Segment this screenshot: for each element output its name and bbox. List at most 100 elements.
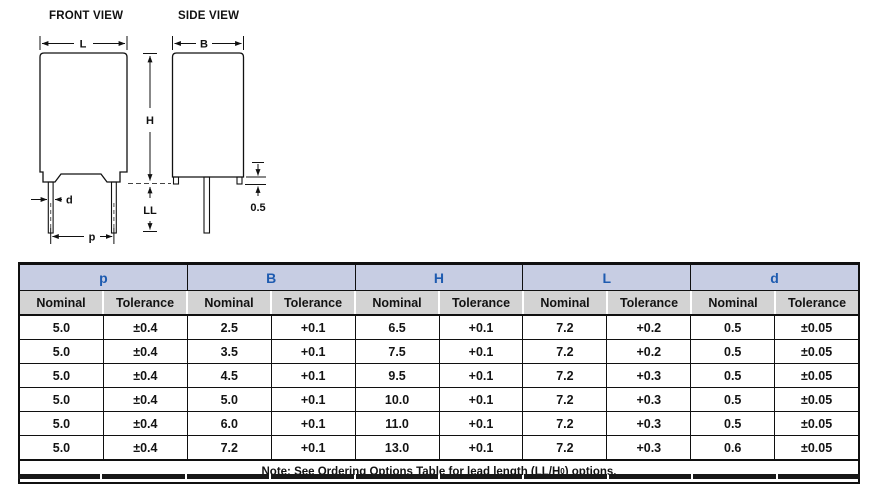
table-row: 5.0 ±0.4 2.5 +0.1 6.5 +0.1 7.2 +0.2 0.5 … [20,316,858,340]
table-cell: ±0.4 [102,436,187,459]
table-cell: +0.3 [606,412,690,435]
dim-H-LL-group [143,53,157,232]
subheader-cell: Nominal [36,295,86,310]
table-cell: 7.2 [522,412,606,435]
dim-standoff-group [245,162,266,196]
subheader-cell: Tolerance [438,291,522,314]
table-cell: ±0.05 [774,316,858,339]
side-foot-right [236,176,243,185]
table-bottom-edge [18,474,861,479]
table-cell: 13.0 [354,436,439,459]
table-cell: 9.5 [354,364,439,387]
subheader-cell: Nominal [522,291,606,314]
table-row: 5.0 ±0.4 6.0 +0.1 11.0 +0.1 7.2 +0.3 0.5… [20,412,858,436]
table-cell: 10.0 [354,388,439,411]
column-group-header-L: L [522,265,690,290]
table-cell: ±0.4 [102,316,187,339]
dim-p-group [50,228,115,244]
table-cell: 5.0 [52,440,71,455]
dimensions-table: p B H L d Nominal Tolerance Nominal Tole… [18,262,860,484]
table-row: 5.0 ±0.4 3.5 +0.1 7.5 +0.1 7.2 +0.2 0.5 … [20,340,858,364]
side-view-group [171,52,245,234]
subheader-cell: Tolerance [774,291,858,314]
subheader-cell: Tolerance [102,291,186,314]
front-body-outline [39,52,128,183]
table-cell: ±0.4 [102,388,187,411]
dim-label-H: H [146,115,154,127]
dim-label-d: d [66,195,73,207]
table-cell: 6.5 [354,316,439,339]
table-cell: +0.3 [606,388,690,411]
side-foot-left [172,176,180,185]
table-row: 5.0 ±0.4 5.0 +0.1 10.0 +0.1 7.2 +0.3 0.5… [20,388,858,412]
dim-label-standoff: 0.5 [250,202,265,214]
table-cell: 5.0 [52,320,71,335]
table-cell: +0.1 [270,316,355,339]
table-cell: 0.5 [690,388,774,411]
table-cell: 7.2 [522,340,606,363]
table-cell: ±0.05 [774,436,858,459]
dim-label-p: p [89,232,96,244]
table-cell: ±0.05 [774,364,858,387]
table-cell: +0.1 [270,340,355,363]
table-cell: ±0.05 [774,412,858,435]
table-cell: ±0.4 [102,364,187,387]
table-cell: +0.1 [438,436,523,459]
table-cell: 5.0 [52,368,71,383]
dimension-diagram: FRONT VIEW SIDE VIEW L B H LL d p 0.5 [31,10,266,244]
table-cell: 7.2 [522,436,606,459]
dim-label-B: B [200,39,208,51]
table-cell: +0.3 [606,364,690,387]
table-cell: 11.0 [354,412,439,435]
subheader-cell: Tolerance [270,291,354,314]
table-cell: 0.5 [690,340,774,363]
table-row: 5.0 ±0.4 4.5 +0.1 9.5 +0.1 7.2 +0.3 0.5 … [20,364,858,388]
table-cell: 0.6 [690,436,774,459]
table-cell: 7.2 [522,388,606,411]
table-cell: +0.2 [606,316,690,339]
table-cell: 6.0 [186,412,271,435]
subheader-cell: Nominal [690,291,774,314]
column-group-header-d: d [690,265,858,290]
table-row: 5.0 ±0.4 7.2 +0.1 13.0 +0.1 7.2 +0.3 0.6… [20,436,858,461]
column-group-header-p: p [99,269,108,286]
table-cell: 7.2 [522,316,606,339]
dim-B-group [172,36,244,50]
dim-L-group [39,36,128,50]
table-cell: +0.2 [606,340,690,363]
table-cell: 5.0 [52,392,71,407]
table-cell: 0.5 [690,412,774,435]
table-cell: 0.5 [690,316,774,339]
table-cell: 7.2 [186,436,271,459]
table-cell: ±0.05 [774,340,858,363]
table-cell: +0.1 [438,316,523,339]
side-lead [203,176,211,234]
table-cell: ±0.05 [774,388,858,411]
table-cell: 2.5 [186,316,271,339]
table-cell: 5.0 [52,416,71,431]
column-group-header-B: B [186,265,355,290]
subheader-row: Nominal Tolerance Nominal Tolerance Nomi… [20,291,858,316]
front-view-group [39,52,128,234]
subheader-cell: Nominal [186,291,270,314]
subheader-cell: Nominal [354,291,438,314]
column-group-header-row: p B H L d [20,265,858,291]
subheader-cell: Tolerance [606,291,690,314]
table-cell: +0.1 [270,364,355,387]
table-cell: 3.5 [186,340,271,363]
table-cell: 7.5 [354,340,439,363]
table-cell: +0.1 [438,364,523,387]
table-cell: 0.5 [690,364,774,387]
table-cell: +0.3 [606,436,690,459]
side-body-outline [171,52,245,178]
table-cell: 5.0 [52,344,71,359]
table-cell: +0.1 [270,412,355,435]
table-cell: ±0.4 [102,340,187,363]
dim-label-L: L [80,39,87,51]
table-cell: +0.1 [270,436,355,459]
table-cell: +0.1 [270,388,355,411]
table-cell: +0.1 [438,388,523,411]
table-cell: 4.5 [186,364,271,387]
front-view-title: FRONT VIEW [49,10,123,22]
